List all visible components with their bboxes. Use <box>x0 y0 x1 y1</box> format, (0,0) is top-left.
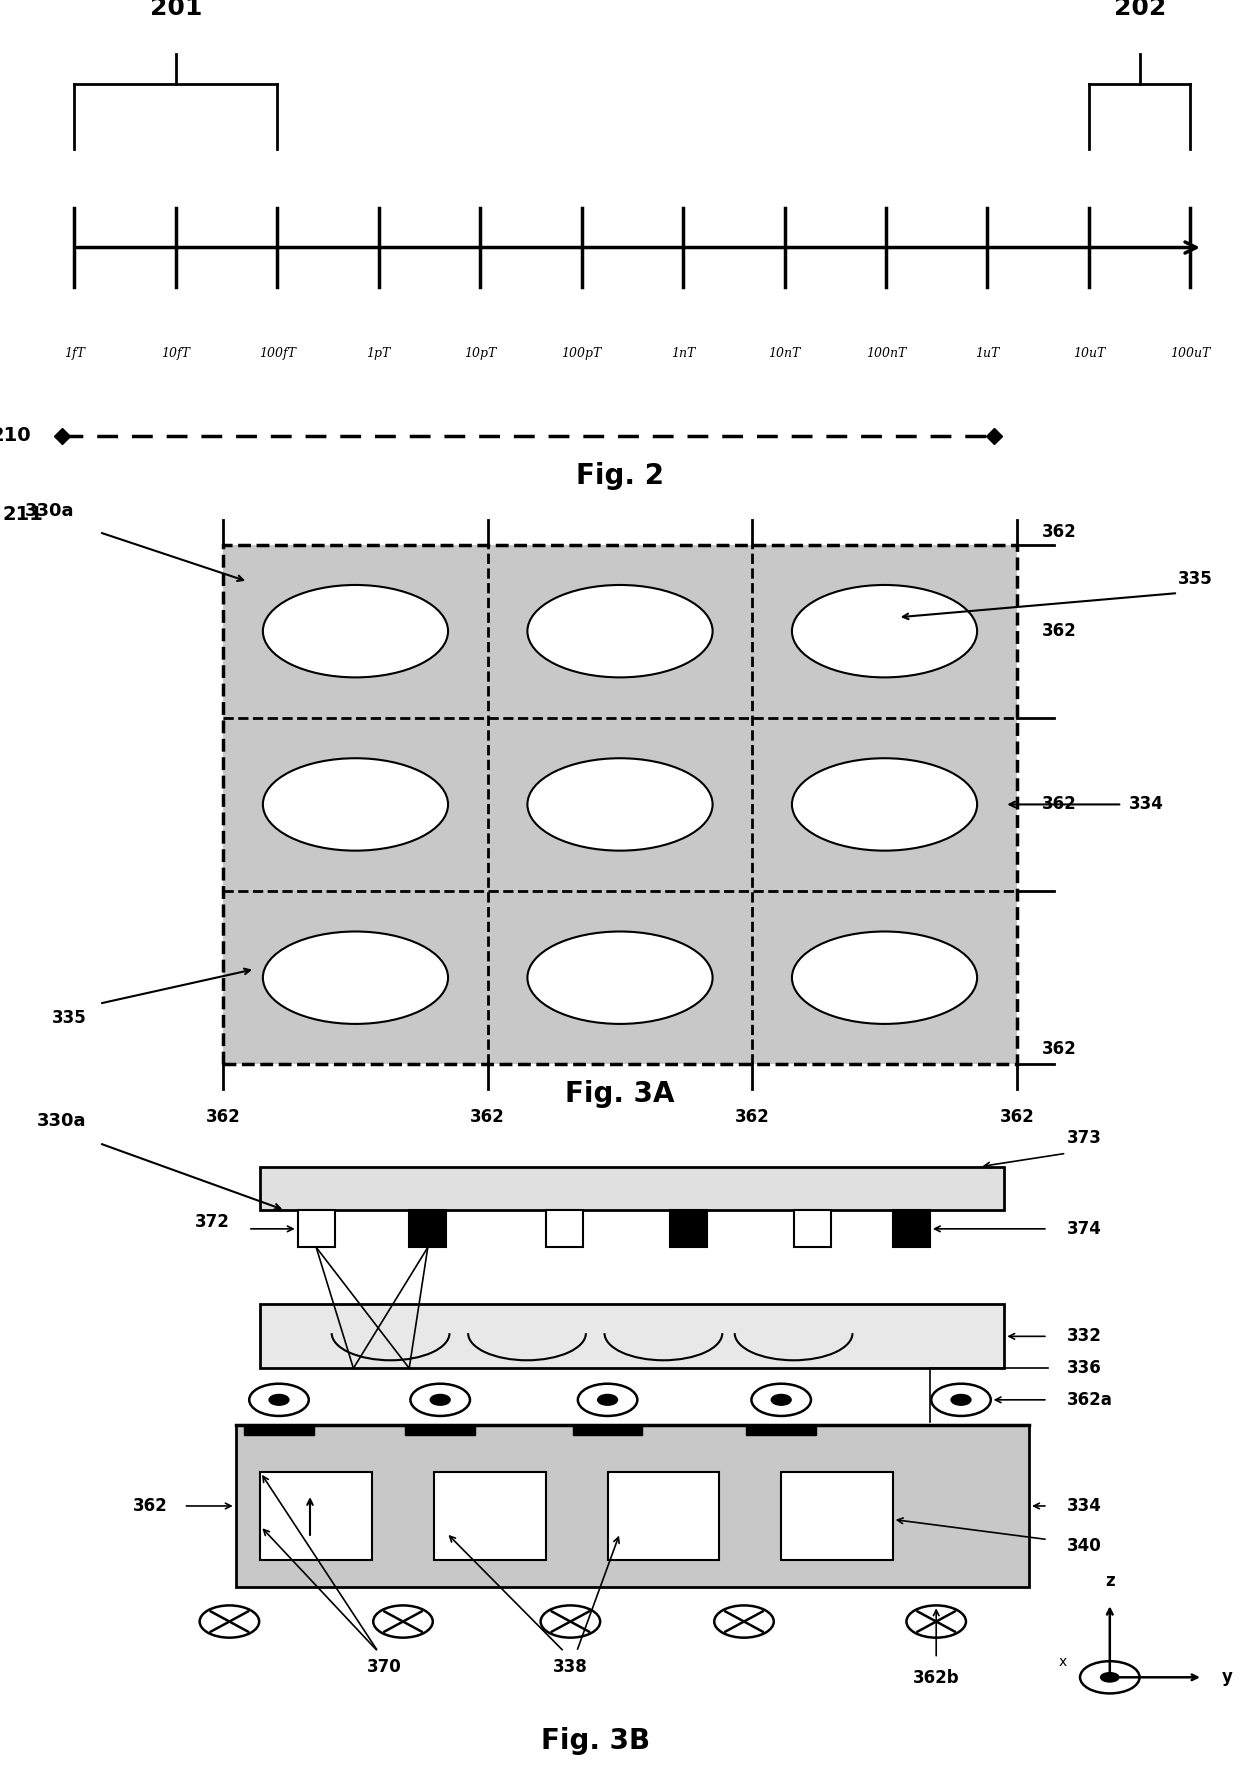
Bar <box>546 1211 583 1248</box>
Bar <box>244 1425 314 1436</box>
Bar <box>573 1425 642 1436</box>
Circle shape <box>598 1395 618 1406</box>
Bar <box>260 1305 1004 1368</box>
Text: 362: 362 <box>470 1107 505 1126</box>
Text: 1uT: 1uT <box>976 347 999 359</box>
Circle shape <box>792 758 977 850</box>
Text: 362: 362 <box>1042 622 1076 640</box>
Text: 362a: 362a <box>1066 1391 1112 1409</box>
Bar <box>405 1425 475 1436</box>
Circle shape <box>527 932 713 1024</box>
Circle shape <box>430 1395 450 1406</box>
Text: 335: 335 <box>52 1010 87 1027</box>
Text: Fig. 3B: Fig. 3B <box>541 1727 650 1754</box>
Circle shape <box>751 1384 811 1416</box>
Bar <box>670 1211 707 1248</box>
Text: 362: 362 <box>206 1107 241 1126</box>
Text: x: x <box>1058 1655 1066 1669</box>
Text: 10pT: 10pT <box>464 347 496 359</box>
Bar <box>236 1425 1029 1586</box>
Text: 335: 335 <box>1178 569 1213 587</box>
Bar <box>608 1473 719 1559</box>
Text: 330a: 330a <box>37 1112 87 1130</box>
Text: 1nT: 1nT <box>671 347 696 359</box>
Circle shape <box>578 1384 637 1416</box>
Text: 100pT: 100pT <box>562 347 601 359</box>
Circle shape <box>906 1605 966 1637</box>
Text: 362: 362 <box>999 1107 1034 1126</box>
Text: 100uT: 100uT <box>1171 347 1210 359</box>
Text: 10uT: 10uT <box>1073 347 1105 359</box>
Text: 10fT: 10fT <box>161 347 191 359</box>
Circle shape <box>249 1384 309 1416</box>
Bar <box>298 1211 335 1248</box>
Text: 202: 202 <box>1114 0 1166 19</box>
Text: 211: 211 <box>2 506 43 525</box>
Text: 334: 334 <box>1066 1497 1101 1515</box>
Text: 374: 374 <box>1066 1220 1101 1238</box>
Circle shape <box>263 932 448 1024</box>
Text: 338: 338 <box>553 1658 588 1676</box>
Text: 10nT: 10nT <box>769 347 801 359</box>
Text: 362b: 362b <box>913 1669 960 1687</box>
Text: 100nT: 100nT <box>866 347 906 359</box>
Text: 340: 340 <box>1066 1538 1101 1556</box>
Bar <box>223 545 1017 1064</box>
Bar <box>781 1473 893 1559</box>
Bar <box>434 1473 546 1559</box>
Text: 332: 332 <box>1066 1328 1101 1345</box>
Circle shape <box>527 758 713 850</box>
Circle shape <box>714 1605 774 1637</box>
Circle shape <box>771 1395 791 1406</box>
Circle shape <box>269 1395 289 1406</box>
Text: 201: 201 <box>150 0 202 19</box>
Text: 1fT: 1fT <box>64 347 84 359</box>
Text: 362: 362 <box>1042 1040 1076 1057</box>
Bar <box>746 1425 816 1436</box>
Bar <box>409 1211 446 1248</box>
Text: 336: 336 <box>1066 1360 1101 1377</box>
Circle shape <box>792 585 977 677</box>
Bar <box>260 1473 372 1559</box>
Text: 370: 370 <box>367 1658 402 1676</box>
Circle shape <box>931 1384 991 1416</box>
Circle shape <box>263 758 448 850</box>
Circle shape <box>951 1395 971 1406</box>
Text: 100fT: 100fT <box>259 347 296 359</box>
Bar <box>260 1167 1004 1211</box>
Text: z: z <box>1105 1572 1115 1589</box>
Text: 373: 373 <box>1066 1128 1101 1146</box>
Circle shape <box>527 585 713 677</box>
Circle shape <box>541 1605 600 1637</box>
Text: 334: 334 <box>1128 796 1163 813</box>
Bar <box>794 1211 831 1248</box>
Text: Fig. 3A: Fig. 3A <box>565 1080 675 1107</box>
Text: 362: 362 <box>1042 523 1076 541</box>
Circle shape <box>410 1384 470 1416</box>
Text: 362: 362 <box>1042 796 1076 813</box>
Text: 362: 362 <box>133 1497 167 1515</box>
Text: 362: 362 <box>735 1107 770 1126</box>
Circle shape <box>1100 1673 1120 1683</box>
Text: y: y <box>1221 1669 1233 1687</box>
Circle shape <box>1080 1662 1140 1694</box>
Bar <box>223 545 1017 1064</box>
Bar <box>893 1211 930 1248</box>
Text: 1pT: 1pT <box>367 347 391 359</box>
Text: 372: 372 <box>195 1213 229 1231</box>
Circle shape <box>373 1605 433 1637</box>
Text: 330a: 330a <box>25 502 74 520</box>
Text: 210: 210 <box>0 426 31 446</box>
Circle shape <box>792 932 977 1024</box>
Text: Fig. 2: Fig. 2 <box>577 461 663 490</box>
Circle shape <box>263 585 448 677</box>
Circle shape <box>200 1605 259 1637</box>
